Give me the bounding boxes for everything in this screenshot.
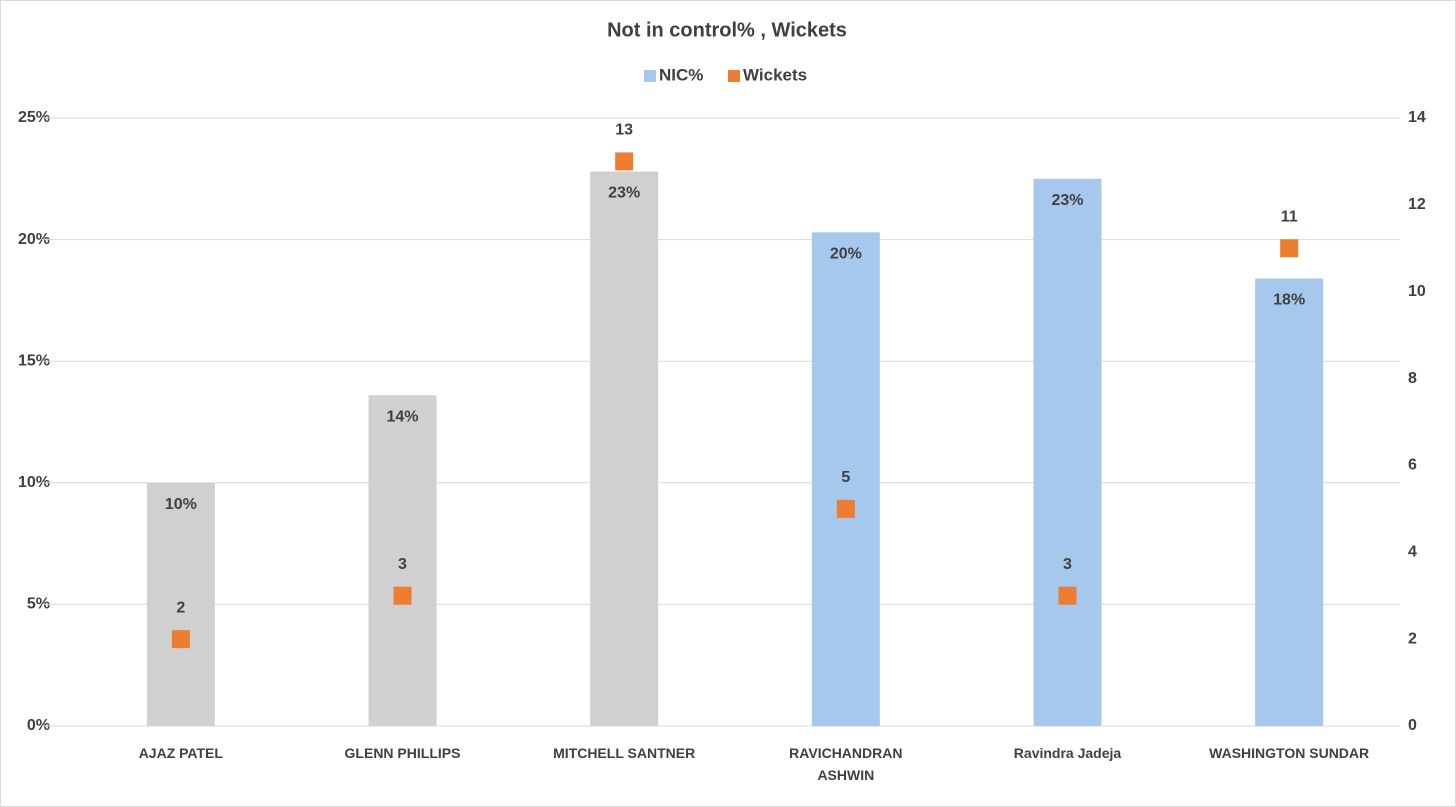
x-tick-label: AJAZ PATEL <box>138 745 223 761</box>
x-tick-label: RAVICHANDRAN ASHWIN <box>789 745 903 783</box>
y2-tick-label: 8 <box>1408 370 1417 387</box>
x-tick-label: Ravindra Jadeja <box>1013 745 1122 761</box>
legend-swatch <box>644 70 656 82</box>
marker-value-label: 3 <box>398 556 407 573</box>
chart-title: Not in control% , Wickets <box>607 19 847 41</box>
legend-label: Wickets <box>743 65 807 84</box>
bar-value-label: 23% <box>608 185 640 202</box>
bar <box>368 395 437 726</box>
y-tick-label: 20% <box>18 231 50 248</box>
marker-value-label: 3 <box>1063 556 1072 573</box>
marker <box>1280 239 1299 258</box>
marker-value-label: 5 <box>841 469 850 486</box>
y-tick-label: 5% <box>27 596 50 613</box>
y2-tick-label: 10 <box>1408 283 1426 300</box>
y2-tick-label: 12 <box>1408 196 1426 213</box>
marker <box>836 499 855 518</box>
x-tick-label: WASHINGTON SUNDAR <box>1209 745 1370 761</box>
bar <box>811 232 880 726</box>
bar <box>146 482 215 726</box>
y2-tick-label: 2 <box>1408 630 1417 647</box>
marker <box>1058 586 1077 605</box>
bar-value-label: 10% <box>165 496 197 513</box>
marker <box>615 152 634 171</box>
y-tick-label: 0% <box>27 717 50 734</box>
legend-swatch <box>728 70 740 82</box>
marker-value-label: 13 <box>615 122 633 139</box>
marker <box>393 586 412 605</box>
x-tick-label: GLENN PHILLIPS <box>344 745 461 761</box>
marker-value-label: 2 <box>176 599 185 616</box>
y-tick-label: 25% <box>18 109 50 126</box>
bar <box>1255 278 1324 726</box>
y-tick-label: 15% <box>18 352 50 369</box>
bar <box>1033 178 1102 727</box>
y2-tick-label: 6 <box>1408 457 1417 474</box>
bar-value-label: 14% <box>386 408 418 425</box>
bar <box>590 171 659 726</box>
bar-value-label: 18% <box>1273 292 1305 309</box>
bar-value-label: 20% <box>830 246 862 263</box>
marker-value-label: 11 <box>1281 209 1298 226</box>
legend-label: NIC% <box>659 65 703 84</box>
bar-value-label: 23% <box>1051 192 1083 209</box>
y2-tick-label: 0 <box>1408 717 1417 734</box>
y-tick-label: 10% <box>18 474 50 491</box>
marker <box>171 630 190 649</box>
x-tick-label: MITCHELL SANTNER <box>553 745 696 761</box>
y2-tick-label: 14 <box>1408 109 1426 126</box>
y2-tick-label: 4 <box>1408 544 1417 561</box>
